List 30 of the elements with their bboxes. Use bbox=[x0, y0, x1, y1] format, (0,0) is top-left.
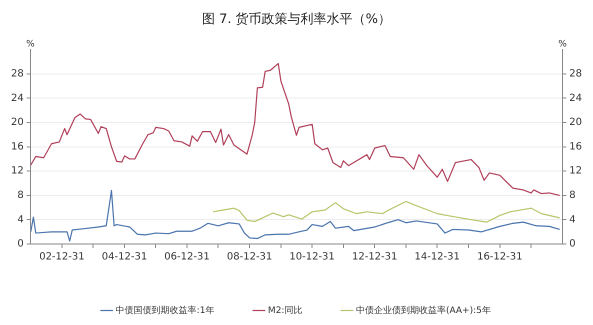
y2-tick-label: 4 bbox=[569, 214, 576, 226]
y-tick-label: 4 bbox=[17, 214, 24, 226]
y-tick-label: 8 bbox=[17, 190, 24, 201]
y-tick-label: 12 bbox=[10, 166, 24, 177]
x-tick-label: 06-12-31 bbox=[164, 252, 210, 263]
y-tick-label: 28 bbox=[10, 68, 24, 80]
y2-tick-label: 0 bbox=[569, 238, 576, 250]
legend-label: 中债企业债到期收益率(AA+):5年 bbox=[356, 304, 491, 316]
chart-title: 图 7. 货币政策与利率水平（%） bbox=[202, 11, 392, 28]
y-tick-label: 0 bbox=[17, 238, 24, 250]
x-tick-label: 04-12-31 bbox=[102, 252, 148, 263]
legend-label: M2:同比 bbox=[268, 304, 302, 316]
y-tick-label: 16 bbox=[10, 141, 24, 152]
x-tick-label: 14-12-31 bbox=[414, 252, 460, 263]
y2-tick-label: 16 bbox=[569, 141, 582, 152]
x-tick-label: 12-12-31 bbox=[352, 252, 398, 263]
y2-tick-label: 12 bbox=[569, 166, 582, 177]
x-tick-label: 16-12-31 bbox=[477, 252, 522, 263]
y2-axis-title: % bbox=[558, 39, 568, 50]
y2-tick-label: 20 bbox=[569, 117, 582, 128]
x-tick-label: 10-12-31 bbox=[289, 252, 335, 263]
y2-tick-label: 28 bbox=[569, 68, 582, 80]
legend-label: 中债国债到期收益率:1年 bbox=[116, 304, 214, 316]
y-tick-label: 24 bbox=[10, 92, 24, 104]
y-axis-title: % bbox=[26, 39, 36, 50]
x-tick-label: 02-12-31 bbox=[39, 252, 85, 263]
y-tick-label: 20 bbox=[10, 117, 24, 128]
x-tick-label: 08-12-31 bbox=[226, 252, 272, 263]
y2-tick-label: 8 bbox=[569, 190, 576, 201]
y2-tick-label: 24 bbox=[569, 92, 582, 104]
